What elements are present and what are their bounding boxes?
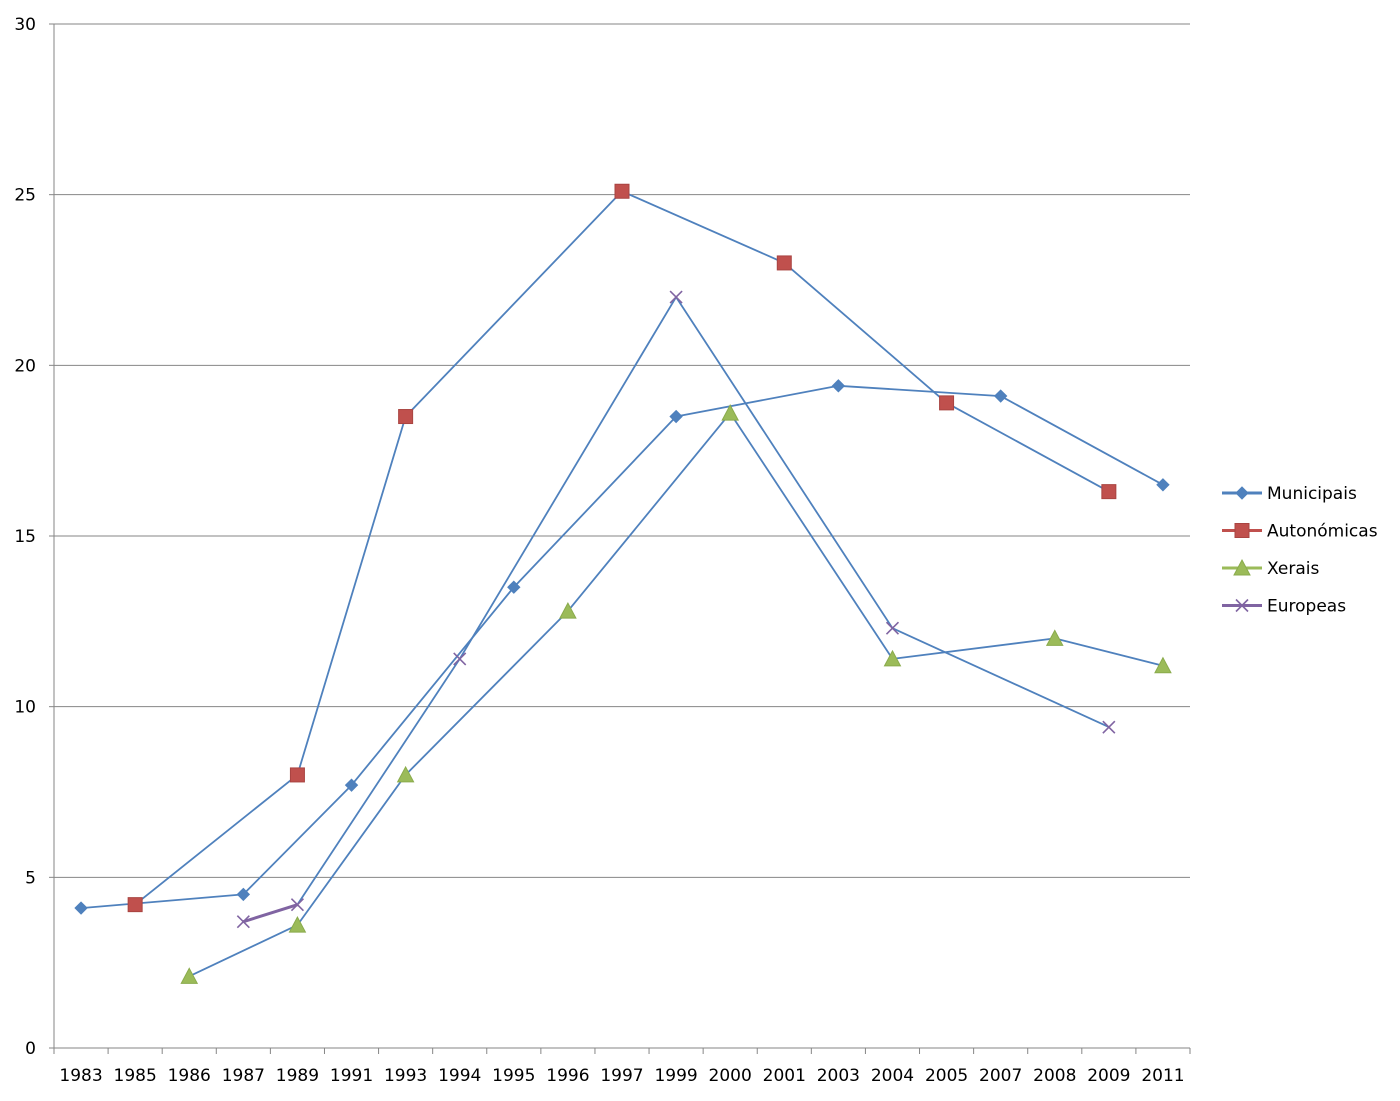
x-tick-label: 2007 — [979, 1066, 1022, 1086]
data-point-municipais-1983 — [74, 901, 88, 915]
data-point-europeas-1989-stroke — [290, 898, 304, 912]
data-point-autonomicas-1989 — [289, 767, 305, 783]
data-point-xerais-2004 — [883, 649, 902, 667]
data-point-europeas-2009-stroke — [1102, 720, 1116, 734]
data-point-municipais-1999 — [669, 409, 683, 424]
data-point-europeas-2009 — [1102, 720, 1116, 734]
x-tick-label: 2001 — [763, 1066, 806, 1086]
data-point-xerais-1986 — [180, 967, 199, 984]
x-tick-label: 2005 — [925, 1066, 968, 1086]
y-tick-label: 10 — [14, 698, 36, 718]
series-line-autonomicas — [134, 190, 1110, 906]
legend-label-europeas: Europeas — [1267, 597, 1346, 617]
data-point-municipais-1987 — [236, 887, 251, 902]
x-tick-label: 2008 — [1033, 1066, 1076, 1086]
x-tick-label: 1997 — [600, 1066, 643, 1086]
data-point-xerais-1993 — [396, 765, 415, 783]
legend-label-municipais: Municipais — [1267, 484, 1357, 504]
y-tick-label: 0 — [25, 1039, 36, 1059]
data-point-autonomicas-2005 — [939, 395, 955, 411]
x-tick-label: 2011 — [1141, 1066, 1184, 1086]
data-point-xerais-2011 — [1154, 656, 1172, 674]
legend-marker-xerais — [1233, 558, 1251, 576]
legend-marker-europeas — [1235, 598, 1249, 613]
series-markers — [74, 183, 1172, 984]
gridlines — [54, 23, 1190, 878]
x-tick-label: 2000 — [709, 1066, 752, 1086]
data-point-europeas-1999 — [669, 290, 683, 304]
data-point-europeas-1994-stroke — [453, 652, 467, 666]
x-tick-labels: 1983 1985 1986 1987 1989 1991 1993 1994 1995 1996… — [59, 1066, 1184, 1086]
legend-label-autonomicas: Autonómicas — [1267, 522, 1378, 542]
y-tick-label: 25 — [14, 186, 36, 206]
x-tick-label: 2003 — [817, 1066, 860, 1086]
data-point-europeas-1987 — [236, 915, 250, 929]
data-point-europeas-1994 — [453, 652, 467, 666]
data-point-europeas-1987-stroke — [236, 915, 250, 929]
x-tick-label: 2004 — [871, 1066, 914, 1086]
y-tick-labels: 0 5 10 15 20 25 30 — [14, 15, 36, 1059]
legend: Municipais Autonómicas Xerais Europeas — [1222, 484, 1378, 617]
data-point-xerais-2008 — [1045, 629, 1064, 646]
legend-item-xerais: Xerais — [1222, 558, 1319, 579]
data-point-autonomicas-1993 — [398, 409, 414, 425]
x-tick-label: 1987 — [222, 1066, 265, 1086]
y-tick-label: 30 — [14, 15, 36, 35]
x-tick-label: 1996 — [546, 1066, 589, 1086]
legend-marker-europeas-stroke — [1235, 598, 1249, 613]
y-tick-label: 20 — [14, 356, 36, 376]
data-point-xerais-2000 — [721, 404, 740, 421]
x-tick-label: 2009 — [1087, 1066, 1130, 1086]
x-tick-label: 1995 — [492, 1066, 535, 1086]
data-point-europeas-1999-stroke — [669, 290, 683, 304]
series-line-municipais — [80, 384, 1164, 909]
legend-item-municipais: Municipais — [1222, 484, 1357, 504]
x-tick-label: 1994 — [438, 1066, 481, 1086]
series-line-europeas — [243, 296, 1110, 923]
data-point-autonomicas-1985 — [127, 897, 143, 913]
x-tick-label: 1993 — [384, 1066, 427, 1086]
data-point-europeas-2004-stroke — [885, 621, 900, 635]
series-line-europeas-segment — [242, 903, 298, 924]
data-point-xerais-1989 — [288, 916, 307, 933]
data-point-xerais-1996 — [559, 602, 577, 619]
data-point-municipais-1991 — [344, 778, 359, 792]
data-point-municipais-2011 — [1156, 478, 1170, 492]
series-lines — [80, 190, 1164, 978]
series-line-xerais — [188, 412, 1164, 978]
data-point-europeas-2004 — [885, 621, 900, 635]
legend-item-europeas: Europeas — [1222, 597, 1346, 617]
data-point-municipais-2003 — [831, 379, 846, 393]
data-point-europeas-1989 — [290, 898, 304, 912]
legend-label-xerais: Xerais — [1267, 559, 1319, 579]
x-tick-label: 1991 — [330, 1066, 373, 1086]
x-tick-label: 1985 — [114, 1066, 157, 1086]
x-tick-label: 1983 — [59, 1066, 102, 1086]
data-point-municipais-2007 — [993, 389, 1008, 403]
axes — [49, 23, 1191, 1054]
data-point-autonomicas-1997 — [614, 183, 630, 199]
legend-marker-autonomicas — [1234, 523, 1250, 538]
legend-marker-municipais — [1235, 486, 1249, 500]
data-point-autonomicas-2009 — [1101, 484, 1117, 500]
data-point-autonomicas-2001 — [776, 255, 792, 271]
x-tick-label: 1999 — [654, 1066, 697, 1086]
x-tick-label: 1989 — [276, 1066, 319, 1086]
legend-item-autonomicas: Autonómicas — [1222, 522, 1378, 542]
data-point-municipais-1995 — [507, 580, 521, 594]
y-tick-label: 5 — [25, 868, 36, 888]
x-tick-label: 1986 — [168, 1066, 211, 1086]
y-tick-label: 15 — [14, 527, 36, 547]
